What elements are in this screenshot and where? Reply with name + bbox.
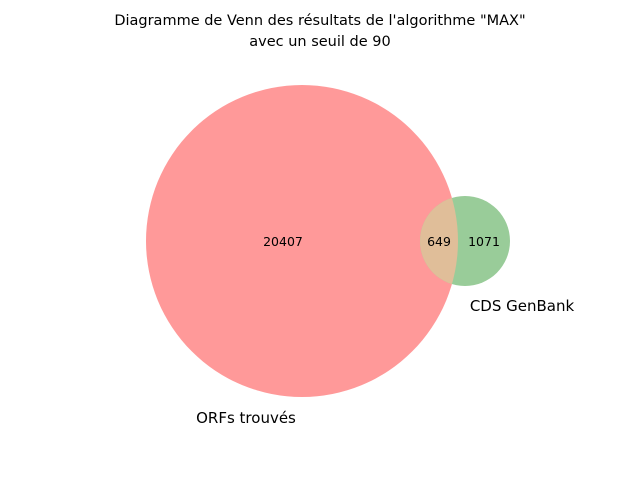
- region-count-orfs-only: 20407: [263, 234, 303, 249]
- region-count-intersection: 649: [427, 234, 451, 249]
- set-label-cds: CDS GenBank: [470, 297, 575, 315]
- region-count-cds-only: 1071: [468, 234, 500, 249]
- diagram-title: Diagramme de Venn des résultats de l'alg…: [0, 11, 640, 53]
- diagram-title-line-2: avec un seuil de 90: [249, 34, 391, 50]
- set-label-orfs: ORFs trouvés: [196, 409, 296, 427]
- diagram-title-line-1: Diagramme de Venn des résultats de l'alg…: [114, 13, 526, 29]
- set-circle-orfs: [146, 85, 458, 397]
- intersection-region: [420, 196, 458, 286]
